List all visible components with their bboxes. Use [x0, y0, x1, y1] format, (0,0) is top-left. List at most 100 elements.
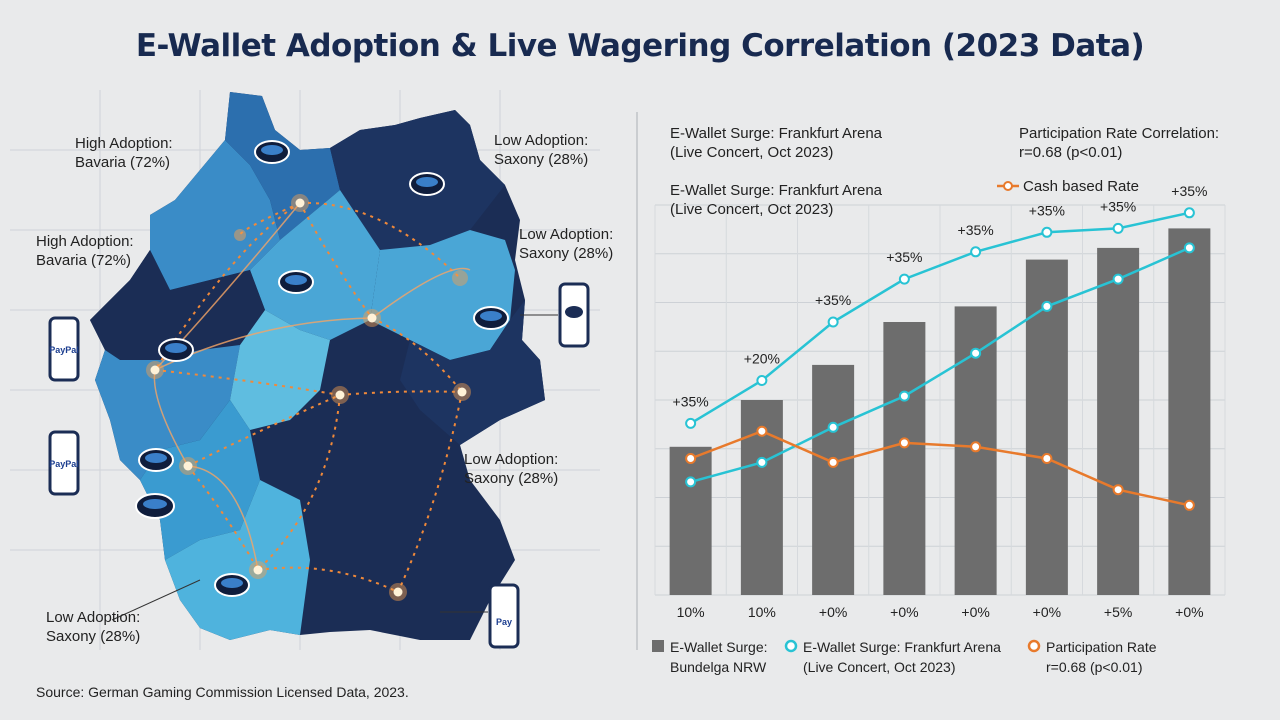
region-center	[250, 190, 380, 340]
data-point	[827, 456, 839, 468]
stadium-icon	[158, 338, 194, 362]
legend-swatch	[784, 639, 798, 653]
phone-icon: PayPal	[48, 316, 80, 382]
map-annotation: High Adoption: Bavaria (72%)	[36, 233, 134, 269]
map-annotation: Low Adoption: Saxony (28%)	[494, 132, 589, 168]
legend-label: (Live Concert, Oct 2023)	[803, 659, 956, 675]
region-saxony	[400, 300, 545, 445]
x-tick-labels: 10% 10% +0% +0% +0% +0% +5% +0%	[677, 604, 1204, 620]
data-point	[970, 246, 982, 258]
phone-icon: Pay	[488, 583, 520, 649]
inline-legend-label: Cash based Rate	[1023, 178, 1139, 195]
data-label: +20%	[744, 351, 780, 367]
stadium-icon	[278, 270, 314, 294]
legend-label: r=0.68 (p<0.01)	[1046, 659, 1143, 675]
data-point	[756, 375, 768, 386]
phone-app-label: Pay	[496, 617, 512, 627]
chart-title: E-Wallet Adoption & Live Wagering Correl…	[135, 28, 1145, 64]
region-hesse	[230, 310, 330, 430]
phone-icon: PayPal	[48, 430, 80, 496]
data-point	[756, 425, 768, 437]
data-point	[1112, 222, 1124, 234]
leader-lines	[111, 314, 558, 621]
phone-app-label: PayPal	[49, 459, 79, 469]
phone-icon	[558, 282, 590, 348]
data-point	[1112, 484, 1124, 496]
bar	[883, 322, 926, 595]
bar	[669, 446, 712, 595]
chart-annotation: E-Wallet Surge: Frankfurt Arena (Live Co…	[670, 182, 883, 218]
data-point	[1183, 499, 1195, 511]
data-label: +35%	[1100, 198, 1136, 214]
x-tick-label: +0%	[819, 604, 847, 620]
data-point	[1183, 207, 1195, 219]
bar	[1097, 247, 1140, 595]
map-annotation: Low Adoption: Saxony (28%)	[519, 226, 614, 262]
stadium-icon	[473, 306, 509, 330]
x-tick-label: +0%	[1033, 604, 1061, 620]
data-point	[898, 273, 910, 285]
x-tick-label: +0%	[890, 604, 918, 620]
x-tick-label: +5%	[1104, 604, 1132, 620]
data-point	[1183, 242, 1195, 254]
region-rhine	[140, 400, 260, 560]
legend-swatch	[1027, 639, 1041, 653]
data-label: +35%	[1171, 183, 1207, 199]
chart-annotation: Participation Rate Correlation: r=0.68 (…	[1019, 125, 1220, 161]
region-bw	[165, 480, 310, 640]
legend-label: E-Wallet Surge: Frankfurt Arena	[803, 639, 1001, 655]
data-point	[898, 437, 910, 449]
chart-annotation: E-Wallet Surge: Frankfurt Arena (Live Co…	[670, 125, 883, 161]
stadium-icon	[254, 140, 290, 164]
map-annotation: Low Adoption: Saxony (28%)	[46, 609, 141, 645]
data-label: +35%	[673, 393, 709, 409]
region-northwest	[150, 140, 280, 290]
region-west-mid	[95, 345, 240, 480]
legend-label: E-Wallet Surge:	[670, 639, 768, 655]
stadium-icon	[135, 493, 175, 519]
stadium-icon	[138, 448, 174, 472]
data-label: +35%	[1029, 202, 1065, 218]
inline-legend	[997, 181, 1019, 191]
series-line	[690, 246, 1190, 484]
data-point	[827, 316, 839, 328]
bar	[812, 364, 855, 595]
series-line	[690, 429, 1190, 507]
data-point	[970, 441, 982, 453]
source-note: Source: German Gaming Commission License…	[36, 684, 409, 700]
data-point	[1112, 273, 1124, 285]
data-point	[898, 390, 910, 402]
hub-points	[146, 194, 471, 601]
data-point	[756, 456, 768, 468]
series-line	[689, 211, 1190, 425]
data-point	[685, 476, 697, 488]
stadium-icons	[135, 140, 509, 597]
map-annotation: High Adoption: Bavaria (72%)	[75, 135, 173, 171]
phone-icons: PayPal PayPal Pay	[48, 282, 590, 649]
map-annotation: Low Adoption: Saxony (28%)	[464, 451, 559, 487]
data-labels: +35% +20% +35% +35% +35% +35% +35% +35%	[673, 183, 1208, 410]
data-label: +35%	[958, 222, 994, 238]
region-berlin	[370, 230, 515, 360]
legend-label: Participation Rate	[1046, 639, 1157, 655]
x-tick-label: +0%	[1175, 604, 1203, 620]
region-west-dark	[90, 250, 265, 360]
data-point	[1041, 453, 1053, 464]
data-point	[1041, 300, 1053, 312]
lines	[685, 207, 1195, 511]
data-point	[685, 453, 697, 464]
bar	[1168, 228, 1211, 595]
data-label: +35%	[815, 292, 851, 308]
x-tick-label: +0%	[961, 604, 989, 620]
data-point	[827, 421, 839, 433]
legend-label: Bundelga NRW	[670, 659, 767, 675]
stadium-icon	[409, 172, 445, 196]
data-point	[685, 417, 697, 429]
chart-grid	[654, 204, 1226, 596]
phone-app-label: PayPal	[49, 345, 79, 355]
stadium-icon	[214, 573, 250, 597]
x-tick-label: 10%	[677, 604, 705, 620]
region-north	[225, 92, 340, 240]
